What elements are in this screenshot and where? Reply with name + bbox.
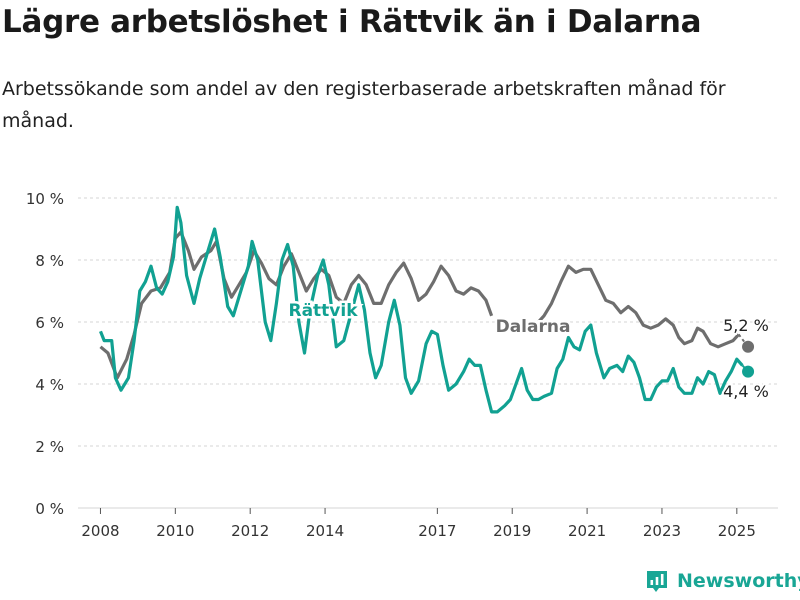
y-tick-label: 4 % [35,376,64,394]
x-tick-label: 2014 [306,522,344,540]
x-tick-label: 2008 [81,522,119,540]
newsworthy-logo-icon [647,571,667,592]
dalarna-end-point [742,340,755,353]
series-line-rattvik [99,205,744,414]
x-tick-label: 2023 [643,522,681,540]
y-axis-tick-labels: 0 % 2 % 4 % 6 % 8 % 10 % [26,190,64,518]
y-tick-label: 0 % [35,500,64,518]
series-label-rattvik: Rättvik [288,301,358,321]
dalarna-end-value-label: 5,2 % [723,316,769,335]
y-tick-label: 10 % [26,190,64,208]
x-tick-label: 2012 [231,522,269,540]
y-tick-label: 2 % [35,438,64,456]
y-tick-label: 8 % [35,252,64,270]
chart-subtitle: Arbetssökande som andel av den registerb… [2,78,726,132]
x-axis: 2008 2010 2012 2014 2017 2019 2021 2023 2025 [81,508,756,540]
chart-series-labels: Rättvik Dalarna 5,2 % 4,4 % [286,299,771,404]
chart-lines [99,205,755,414]
x-tick-label: 2019 [493,522,531,540]
x-tick-label: 2010 [156,522,194,540]
chart-title: Lägre arbetslöshet i Rättvik än i Dalarn… [2,4,702,40]
brand-name: Newsworthy [677,570,800,592]
series-line-dalarna-continued [537,264,740,349]
x-tick-label: 2021 [568,522,606,540]
x-tick-label: 2017 [418,522,456,540]
x-tick-label: 2025 [718,522,756,540]
newsworthy-brand: Newsworthy [644,568,800,594]
series-label-dalarna: Dalarna [496,317,571,337]
y-tick-label: 6 % [35,314,64,332]
rattvik-end-point [742,365,755,378]
rattvik-end-value-label: 4,4 % [723,382,769,401]
